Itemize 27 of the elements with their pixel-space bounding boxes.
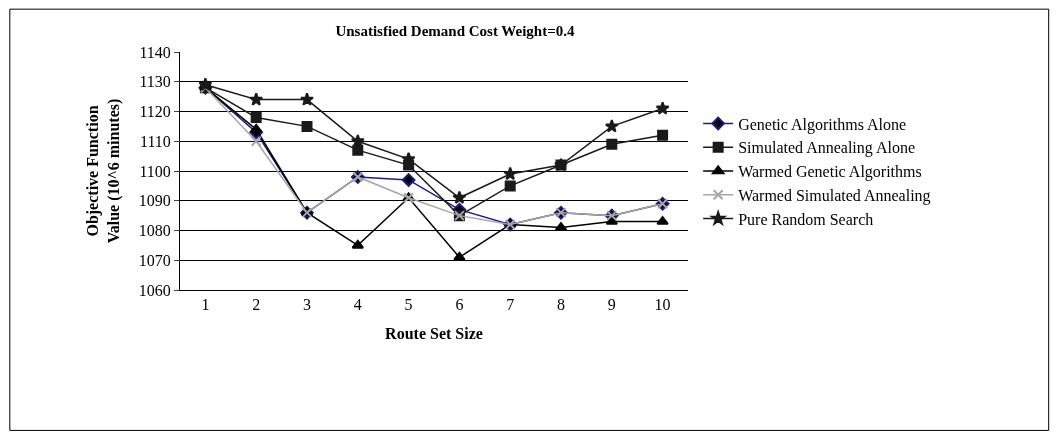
legend-label: Simulated Annealing Alone bbox=[738, 139, 916, 158]
y-tick-label: 1110 bbox=[139, 132, 171, 150]
y-tick-label: 1130 bbox=[139, 73, 171, 91]
y-axis-title: Objective Function Value (10^6 minutes) bbox=[83, 98, 123, 244]
x-axis-title: Route Set Size bbox=[385, 324, 483, 342]
x-tick-label: 8 bbox=[557, 296, 565, 314]
y-tick-label: 1090 bbox=[138, 192, 171, 210]
legend-label: Pure Random Search bbox=[738, 210, 874, 228]
x-tick-label: 1 bbox=[201, 296, 210, 314]
legend-label: Warmed Genetic Algorithms bbox=[738, 163, 922, 182]
x-tick-label: 9 bbox=[607, 296, 616, 314]
x-tick-label: 3 bbox=[303, 296, 311, 314]
y-tick-label: 1120 bbox=[139, 103, 171, 121]
legend-label: Warmed Simulated Annealing bbox=[738, 187, 931, 206]
x-tick-label: 4 bbox=[353, 296, 362, 314]
x-tick-label: 10 bbox=[654, 296, 671, 314]
y-tick-label: 1100 bbox=[139, 162, 171, 180]
x-tick-label: 6 bbox=[455, 296, 464, 314]
x-tick-label: 7 bbox=[506, 296, 515, 314]
y-tick-label: 1070 bbox=[138, 251, 171, 269]
y-tick-label: 1140 bbox=[139, 43, 171, 61]
chart-title: Unsatisfied Demand Cost Weight=0.4 bbox=[335, 22, 575, 39]
y-tick-label: 1080 bbox=[138, 222, 171, 240]
legend-label: Genetic Algorithms Alone bbox=[738, 115, 907, 134]
x-tick-label: 5 bbox=[404, 296, 413, 314]
x-tick-label: 2 bbox=[252, 296, 261, 314]
y-tick-label: 1060 bbox=[138, 281, 171, 299]
